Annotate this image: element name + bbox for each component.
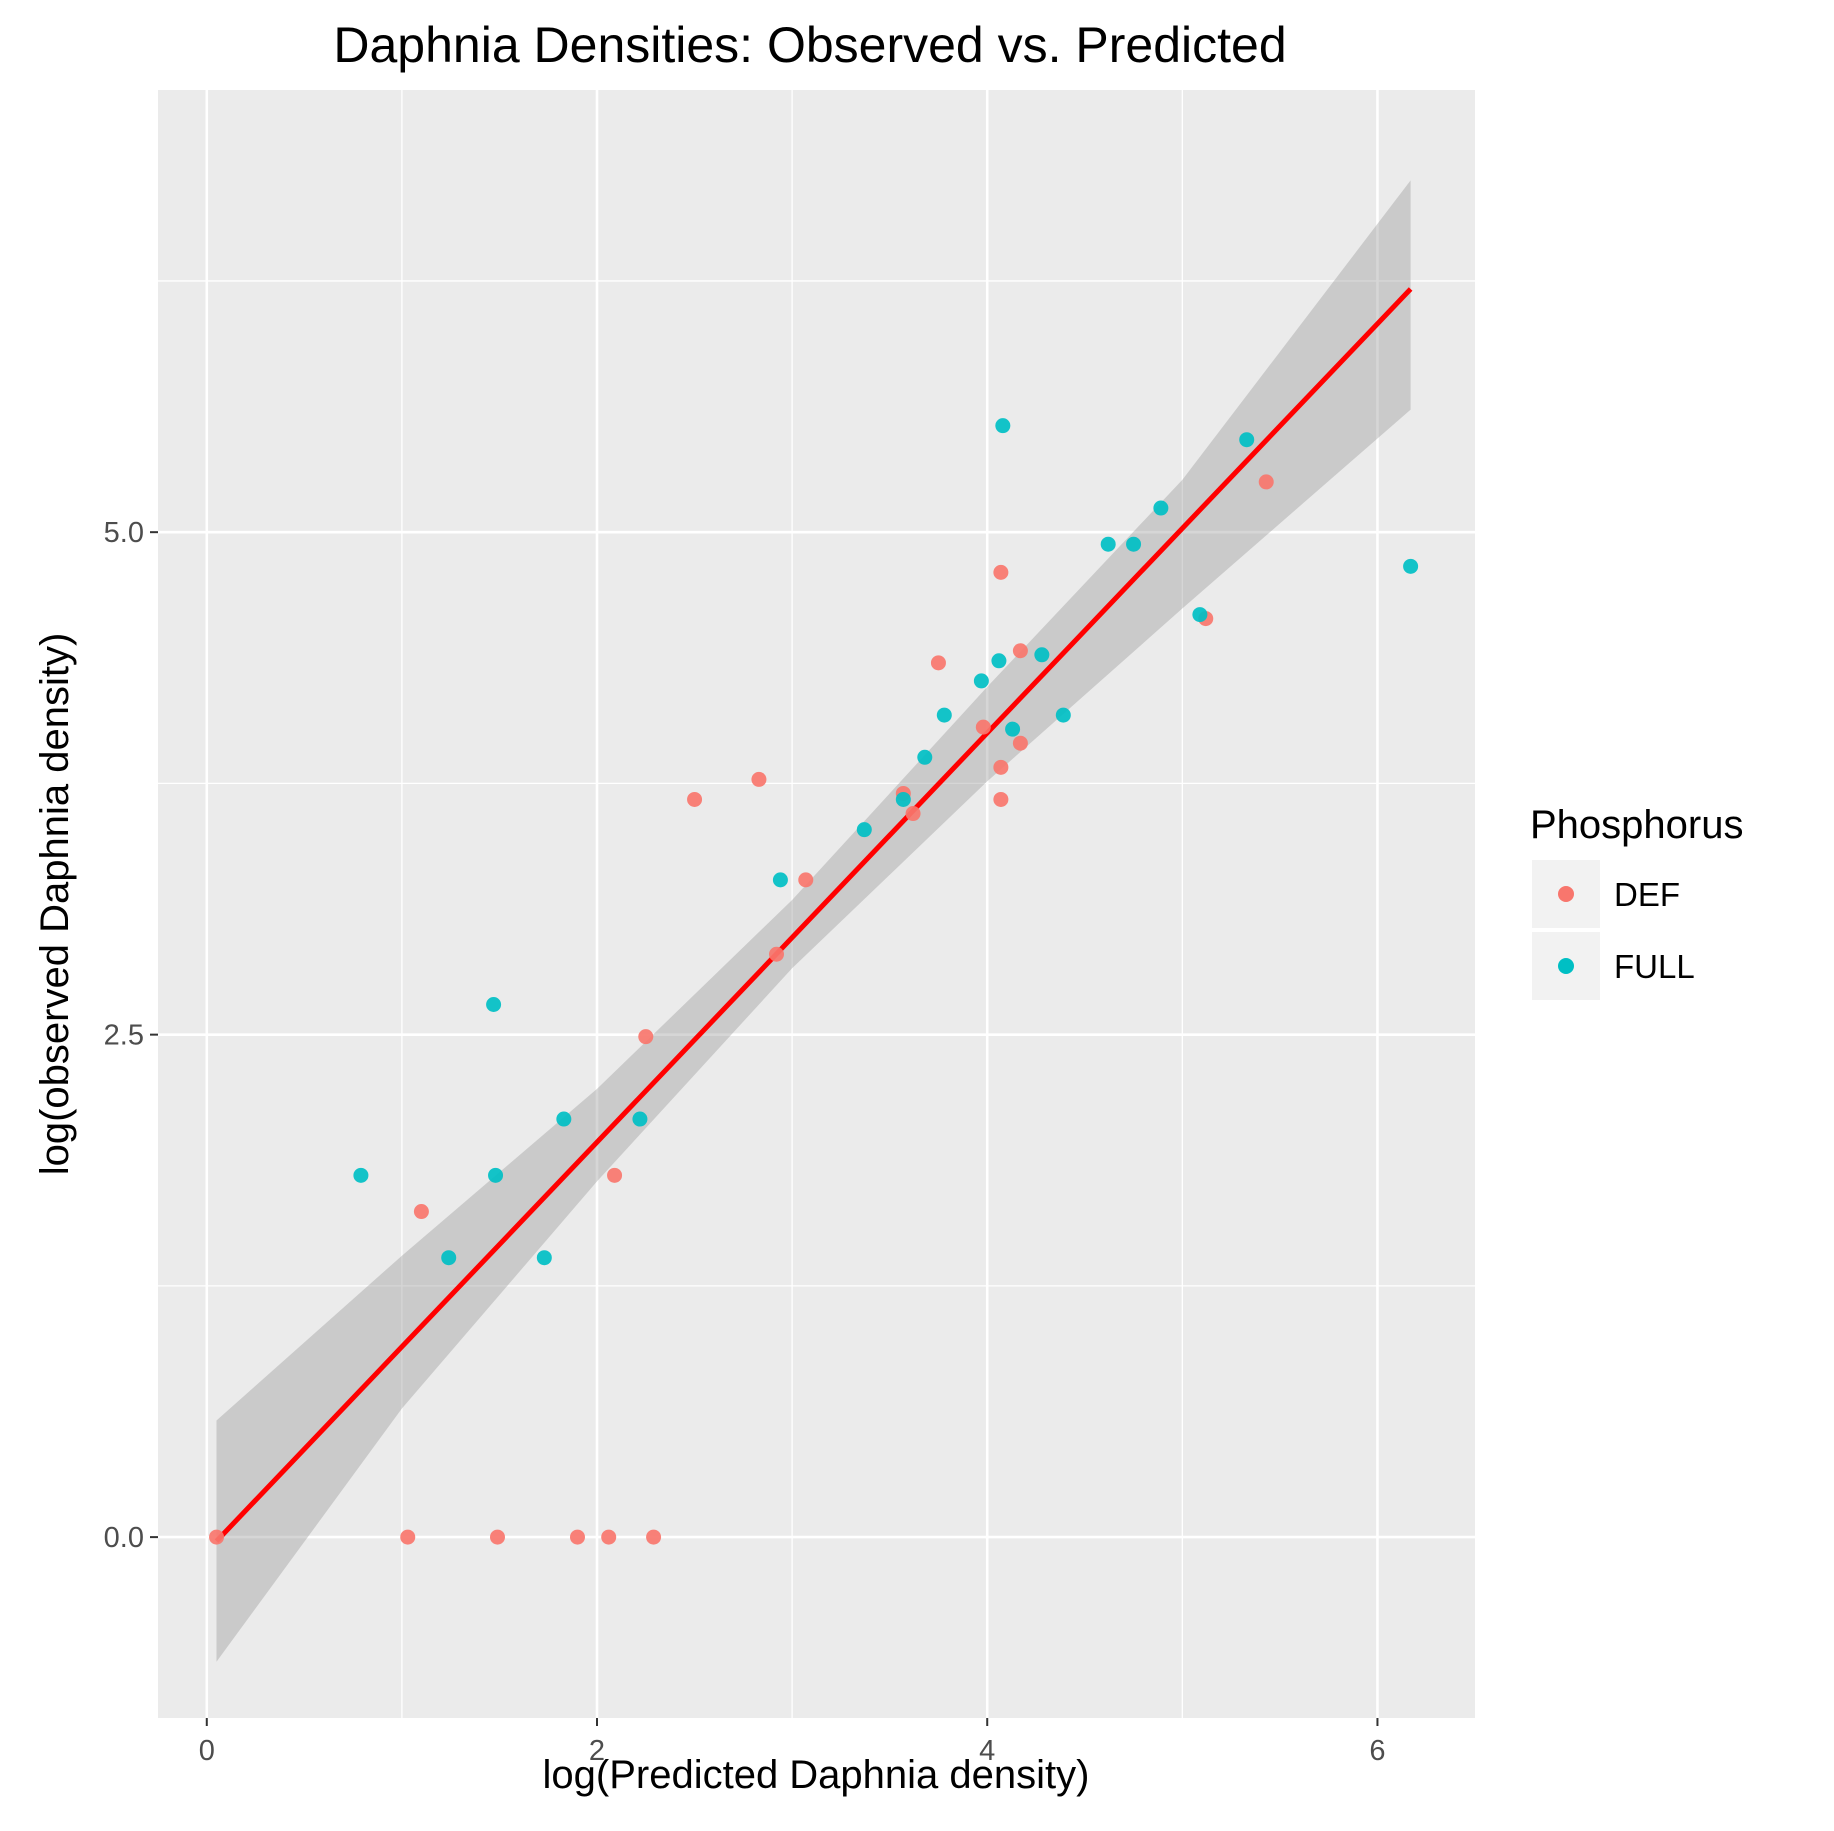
legend-swatch-full (1558, 958, 1574, 974)
data-point-def (638, 1029, 654, 1045)
x-tick-label: 0 (199, 1735, 215, 1767)
data-point-full (1126, 536, 1142, 552)
x-axis: 0 2 4 6 (199, 1718, 1386, 1767)
data-point-def (1258, 474, 1274, 490)
data-point-def (601, 1529, 617, 1545)
points-layer (209, 418, 1419, 1545)
y-tick-label: 5.0 (104, 517, 144, 549)
data-point-full (1153, 500, 1169, 516)
data-point-full (917, 749, 933, 765)
data-point-full (441, 1250, 457, 1266)
data-point-full (1055, 707, 1071, 723)
data-point-full (936, 707, 952, 723)
legend-label-full: FULL (1614, 948, 1695, 985)
legend-label-def: DEF (1614, 876, 1680, 913)
chart-title: Daphnia Densities: Observed vs. Predicte… (333, 17, 1286, 73)
data-point-full (1100, 536, 1116, 552)
fit-line-layer (214, 287, 1413, 1543)
data-point-def (993, 564, 1009, 580)
data-point-def (975, 719, 991, 735)
data-point-def (413, 1204, 429, 1220)
data-point-full (895, 791, 911, 807)
data-point-def (798, 872, 814, 888)
data-point-def (751, 771, 767, 787)
legend-entries: DEF FULL (1532, 860, 1695, 1000)
data-point-def (569, 1529, 585, 1545)
data-point-def (769, 946, 785, 962)
data-point-full (856, 822, 872, 838)
data-point-def (930, 655, 946, 671)
data-point-full (556, 1111, 572, 1127)
fit-line (214, 287, 1413, 1543)
x-tick-label: 2 (589, 1735, 605, 1767)
plot-panel (158, 90, 1475, 1718)
legend-title: Phosphorus (1530, 803, 1743, 847)
data-point-def (1012, 735, 1028, 751)
data-point-full (353, 1167, 369, 1183)
x-tick-label: 4 (979, 1735, 995, 1767)
major-gridlines (158, 90, 1475, 1718)
x-tick-label: 6 (1369, 1735, 1385, 1767)
data-point-full (536, 1250, 552, 1266)
y-tick-label: 2.5 (104, 1020, 144, 1052)
data-point-full (486, 996, 502, 1012)
data-point-full (1034, 647, 1050, 663)
data-point-def (905, 806, 921, 822)
data-point-def (607, 1167, 623, 1183)
data-point-full (1192, 607, 1208, 623)
data-point-full (995, 418, 1011, 434)
y-tick-label: 0.0 (104, 1522, 144, 1554)
data-point-def (993, 759, 1009, 775)
data-point-def (993, 791, 1009, 807)
confidence-band-layer (216, 180, 1411, 1662)
data-point-def (400, 1529, 416, 1545)
y-axis: 0.0 2.5 5.0 (104, 517, 158, 1554)
data-point-def (209, 1529, 225, 1545)
x-axis-title: log(Predicted Daphnia density) (543, 1753, 1090, 1797)
confidence-band (216, 180, 1411, 1662)
data-point-def (687, 791, 703, 807)
data-point-full (1239, 432, 1255, 448)
legend-swatch-def (1558, 886, 1574, 902)
data-point-full (772, 872, 788, 888)
minor-gridlines (158, 90, 1475, 1718)
data-point-full (632, 1111, 648, 1127)
y-axis-title: log(observed Daphnia density) (33, 633, 77, 1176)
data-point-full (488, 1167, 504, 1183)
data-point-def (1012, 643, 1028, 659)
data-point-def (646, 1529, 662, 1545)
legend: Phosphorus DEF FULL (1530, 803, 1743, 1000)
data-point-full (1403, 558, 1419, 574)
data-point-full (991, 653, 1007, 669)
data-point-full (1005, 721, 1021, 737)
data-point-def (489, 1529, 505, 1545)
data-point-full (973, 673, 989, 689)
